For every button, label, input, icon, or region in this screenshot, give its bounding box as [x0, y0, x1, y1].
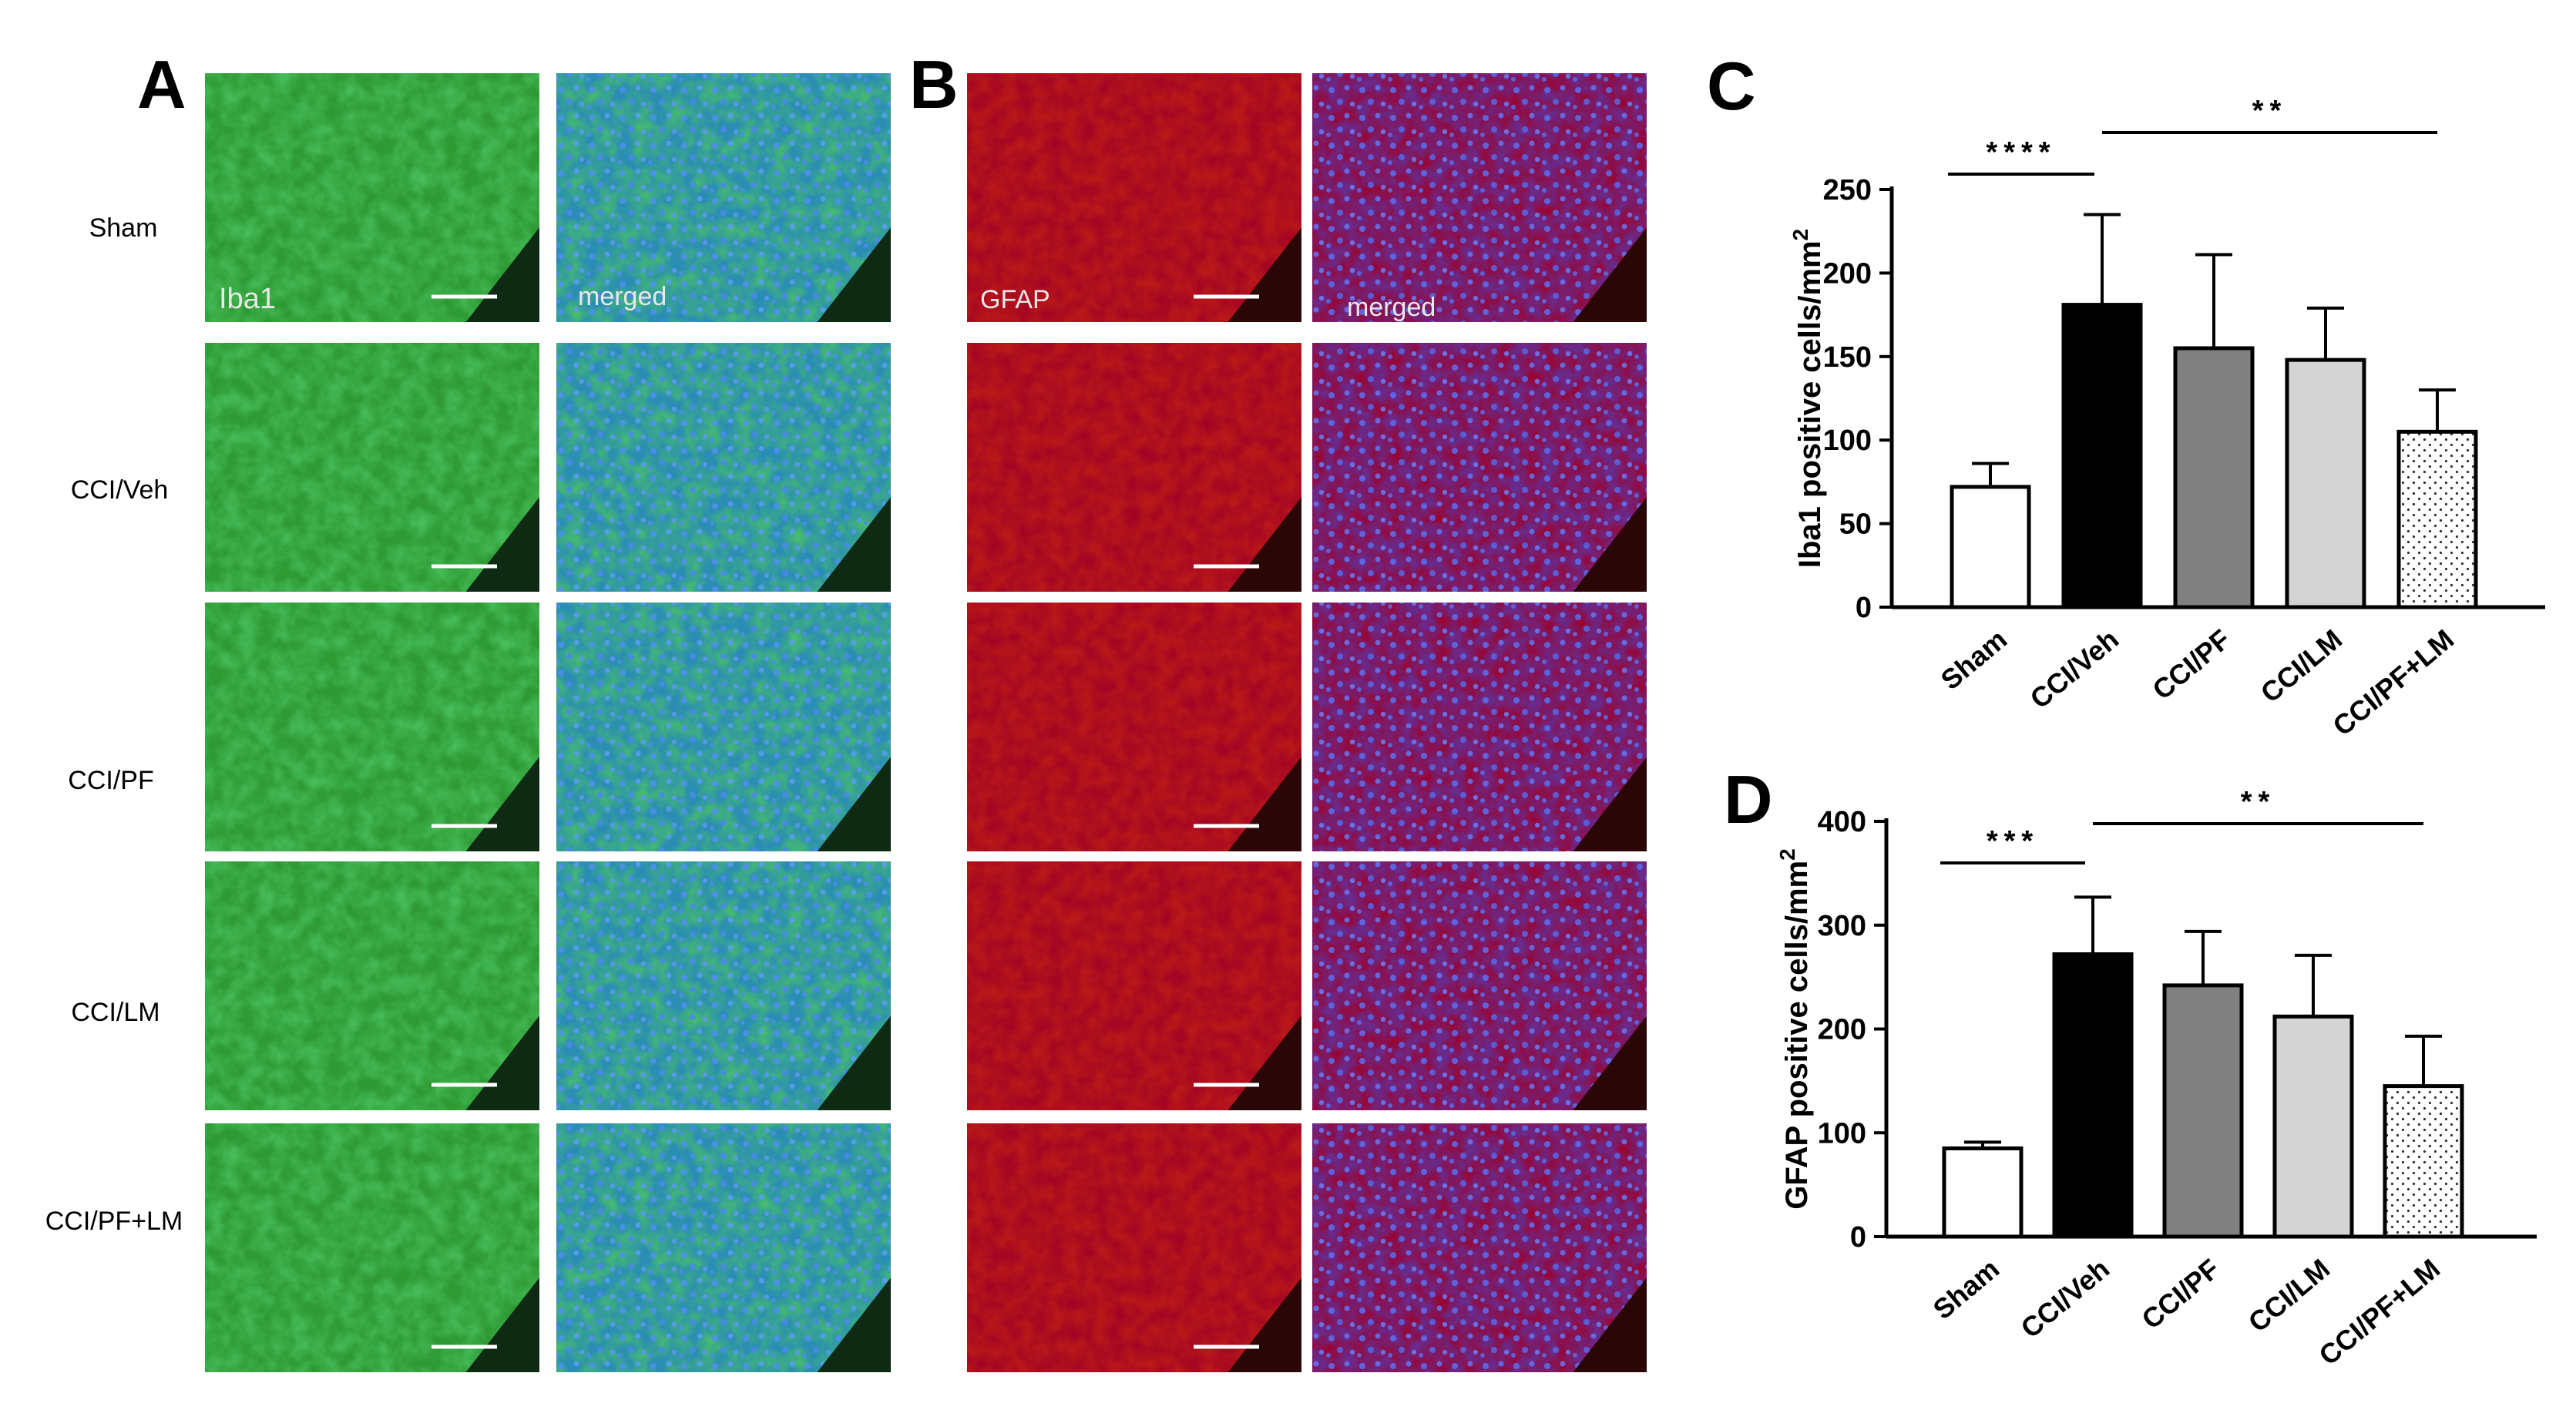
micrograph-sham-red-merged [1312, 73, 1647, 322]
row-label-cci-veh: CCI/Veh [71, 475, 169, 505]
panel-letter-b: B [909, 46, 959, 123]
x-tick-label: CCI/PF+LM [2326, 623, 2460, 742]
micrograph-cci-pf-green-merged [556, 603, 891, 851]
x-tick-label: Sham [1935, 623, 2013, 696]
y-tick-label: 100 [1823, 425, 1872, 457]
y-tick-label: 250 [1823, 174, 1872, 206]
x-tick-label: CCI/PF [2135, 1253, 2225, 1335]
x-tick-label: CCI/PF [2146, 623, 2236, 706]
row-label-sham: Sham [89, 213, 158, 243]
significance-stars: **** [1986, 136, 2056, 169]
micrograph-grid [205, 73, 1647, 1372]
micrograph-cci-veh-red [967, 343, 1301, 592]
row-labels: Sham CCI/Veh CCI/PF CCI/LM CCI/PF+LM [45, 213, 183, 1236]
y-axis-label: GFAP positive cells/mm2 [1775, 848, 1814, 1209]
micrograph-cci-lm-red [967, 861, 1301, 1110]
row-label-cci-pf-lm: CCI/PF+LM [45, 1207, 183, 1236]
bar-cci-pf [2162, 983, 2244, 1239]
micrograph-cci-pf-lm-red-merged [1312, 1123, 1647, 1372]
micrograph-cci-pf-lm-green [205, 1123, 539, 1372]
y-tick-label: 50 [1839, 509, 1872, 541]
micrograph-cci-pf-lm-red [967, 1123, 1301, 1372]
bar-sham [1942, 1146, 2024, 1239]
bar-cci-pf-lm [2383, 1084, 2464, 1239]
bar-cci-veh [2052, 952, 2134, 1239]
panel-letter-c: C [1707, 48, 1756, 124]
bar-cci-veh [2061, 303, 2143, 609]
x-tick-label: CCI/Veh [2024, 623, 2125, 715]
micrograph-cci-lm-green [205, 861, 539, 1110]
bar-cci-lm [2272, 1014, 2354, 1239]
y-tick-label: 200 [1823, 257, 1872, 290]
x-tick-label: Sham [1927, 1253, 2005, 1325]
y-tick-label: 100 [1818, 1117, 1866, 1150]
row-label-cci-lm: CCI/LM [71, 998, 160, 1027]
y-tick-label: 0 [1850, 1221, 1866, 1254]
chart-c: C 0 50 100 150 200 250 Iba1 positive cells/mm2 S… [1707, 48, 2545, 742]
micrograph-cci-veh-green [205, 343, 539, 592]
y-tick-label: 200 [1818, 1014, 1866, 1046]
y-tick-label: 400 [1818, 806, 1866, 838]
micrograph-cci-pf-green [205, 603, 539, 851]
micrograph-cci-lm-green-merged [556, 861, 891, 1110]
bar-cci-pf [2173, 346, 2255, 609]
significance-stars: ** [2252, 95, 2288, 127]
significance-stars: ** [2241, 786, 2276, 818]
x-tick-label: CCI/LM [2255, 623, 2348, 709]
panel-letter-d: D [1724, 761, 1773, 838]
y-tick-label: 0 [1856, 592, 1872, 624]
micrograph-sham-green [205, 73, 539, 322]
micrograph-cci-veh-green-merged [556, 343, 891, 592]
x-tick-label: CCI/PF+LM [2312, 1253, 2446, 1371]
micrograph-cci-pf-red-merged [1312, 603, 1647, 851]
x-tick-label: CCI/Veh [2015, 1253, 2116, 1344]
y-tick-label: 300 [1818, 910, 1866, 942]
bar-sham [1950, 485, 2031, 609]
significance-stars: *** [1987, 825, 2039, 858]
micro-label-iba1: Iba1 [219, 283, 276, 315]
y-tick-label: 150 [1823, 341, 1872, 374]
y-axis-label: Iba1 positive cells/mm2 [1788, 229, 1827, 568]
micro-label-gfap: GFAP [980, 285, 1050, 314]
micrograph-cci-lm-red-merged [1312, 861, 1647, 1110]
micrograph-sham-green-merged [556, 73, 891, 322]
bar-cci-pf-lm [2396, 429, 2478, 609]
micrograph-cci-veh-red-merged [1312, 343, 1647, 592]
x-tick-label: CCI/LM [2242, 1253, 2336, 1338]
bar-cci-lm [2285, 358, 2366, 609]
panel-letter-a: A [137, 46, 186, 123]
row-label-cci-pf: CCI/PF [68, 766, 153, 795]
micro-label-merged-a: merged [578, 282, 667, 311]
micrograph-sham-red [967, 73, 1301, 322]
micrograph-cci-pf-lm-green-merged [556, 1123, 891, 1372]
micrograph-cci-pf-red [967, 603, 1301, 851]
micro-label-merged-b: merged [1347, 293, 1436, 322]
